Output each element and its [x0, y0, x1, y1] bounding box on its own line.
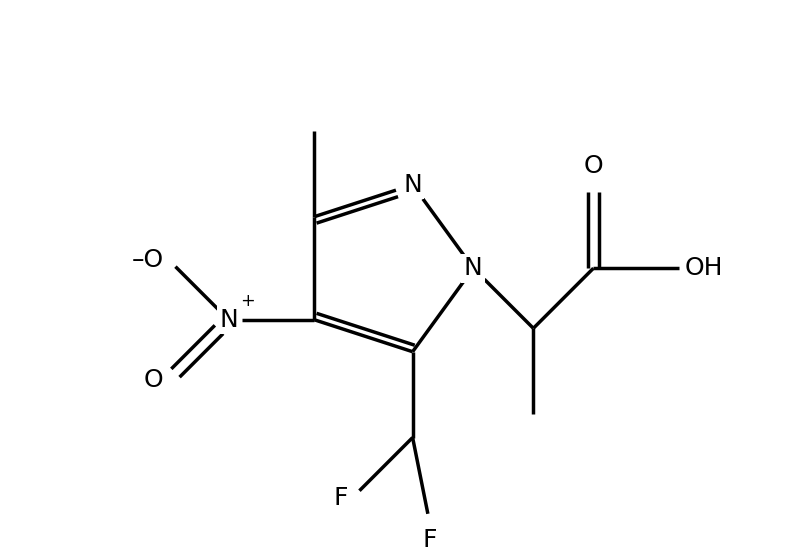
Text: O: O: [144, 368, 164, 392]
Text: –O: –O: [131, 248, 164, 272]
Text: O: O: [584, 154, 603, 178]
Text: OH: OH: [684, 256, 723, 280]
Text: N: N: [403, 173, 422, 196]
Text: N: N: [464, 256, 483, 280]
Text: +: +: [241, 292, 255, 310]
Text: F: F: [423, 528, 437, 552]
Text: N: N: [220, 308, 238, 332]
Text: F: F: [333, 486, 347, 509]
